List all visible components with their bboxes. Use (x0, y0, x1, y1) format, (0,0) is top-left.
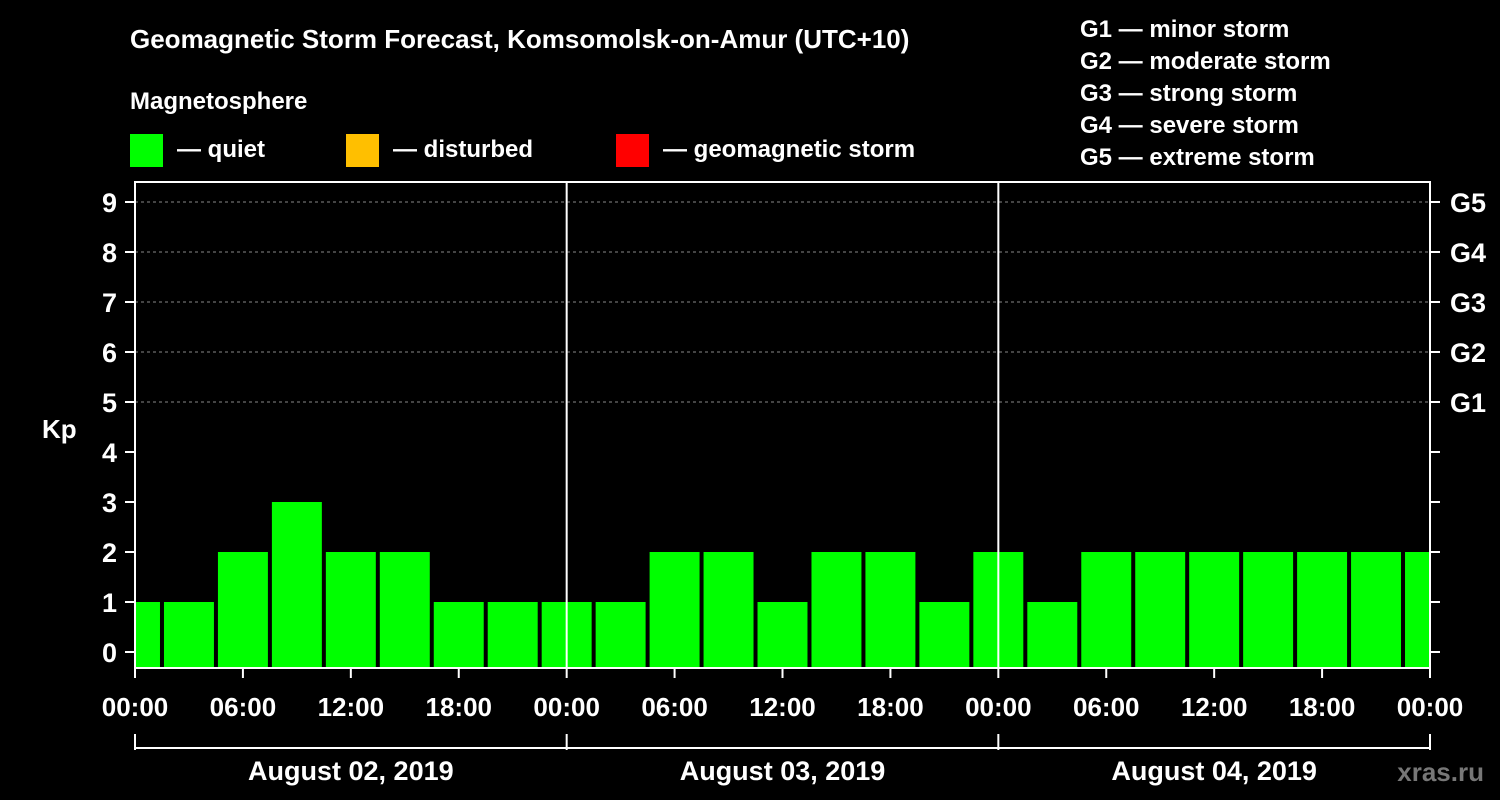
kp-bar (1189, 552, 1240, 668)
legend-swatch-storm (616, 134, 649, 167)
kp-bar (1405, 552, 1430, 668)
x-tick-label: 12:00 (318, 692, 385, 722)
x-tick-label: 06:00 (210, 692, 277, 722)
kp-bar (135, 602, 160, 668)
kp-bar (1243, 552, 1294, 668)
kp-bar (163, 602, 214, 668)
label-layer: 0 1 2 3 4 5 6 7 8 9 G1 G2 G3 G4 G5 00:00 06:00 12:00 18:00… (102, 188, 1486, 786)
g-level-label: G5 (1450, 188, 1486, 218)
x-tick-label: 18:00 (426, 692, 493, 722)
kp-bar (1351, 552, 1402, 668)
legend-label-quiet: — quiet (177, 136, 265, 163)
kp-bar (379, 552, 430, 668)
kp-bar (811, 552, 862, 668)
x-tick-label: 00:00 (533, 692, 600, 722)
kp-bar (757, 602, 808, 668)
g-level-label: G1 (1450, 388, 1486, 418)
x-tick-label: 00:00 (965, 692, 1032, 722)
x-tick-label: 12:00 (1181, 692, 1248, 722)
kp-bar (865, 552, 916, 668)
legend-label-storm: — geomagnetic storm (663, 136, 915, 163)
kp-bar (1027, 602, 1078, 668)
x-tick-label: 00:00 (1397, 692, 1464, 722)
kp-bar (487, 602, 538, 668)
storm-level-g4: G4 — severe storm (1080, 112, 1299, 139)
y-tick-label: 6 (102, 338, 117, 368)
storm-level-g2: G2 — moderate storm (1080, 48, 1331, 75)
y-tick-label: 0 (102, 638, 117, 668)
y-tick-label: 8 (102, 238, 117, 268)
watermark: xras.ru (1397, 757, 1484, 787)
x-tick-label: 18:00 (1289, 692, 1356, 722)
y-tick-label: 2 (102, 538, 117, 568)
kp-bar (1135, 552, 1186, 668)
storm-level-g5: G5 — extreme storm (1080, 144, 1315, 171)
g-level-label: G2 (1450, 338, 1486, 368)
kp-bar (1297, 552, 1348, 668)
grid-layer (135, 201, 1430, 403)
bar-layer (135, 502, 1430, 668)
y-tick-label: 3 (102, 488, 117, 518)
y-tick-label: 9 (102, 188, 117, 218)
x-tick-label: 18:00 (857, 692, 924, 722)
kp-bar (595, 602, 646, 668)
kp-bar (919, 602, 970, 668)
x-tick-label: 00:00 (102, 692, 169, 722)
y-tick-label: 1 (102, 588, 117, 618)
legend-swatch-disturbed (346, 134, 379, 167)
legend-label-disturbed: — disturbed (393, 136, 533, 163)
chart-title: Geomagnetic Storm Forecast, Komsomolsk-o… (130, 24, 909, 54)
g-level-label: G3 (1450, 288, 1486, 318)
kp-bar (217, 552, 268, 668)
y-axis-label: Kp (42, 414, 77, 444)
day-label: August 04, 2019 (1111, 756, 1317, 786)
g-level-label: G4 (1450, 238, 1486, 268)
axis-layer (125, 181, 1440, 750)
storm-level-g1: G1 — minor storm (1080, 16, 1289, 43)
kp-bar (649, 552, 700, 668)
kp-bar (1081, 552, 1132, 668)
x-tick-label: 06:00 (641, 692, 708, 722)
kp-bar (325, 552, 376, 668)
x-tick-label: 12:00 (749, 692, 816, 722)
kp-bar (433, 602, 484, 668)
kp-bar (271, 502, 322, 668)
y-tick-label: 4 (102, 438, 117, 468)
legend-swatch-quiet (130, 134, 163, 167)
legend-heading: Magnetosphere (130, 88, 307, 115)
day-label: August 02, 2019 (248, 756, 454, 786)
day-label: August 03, 2019 (680, 756, 886, 786)
x-tick-label: 06:00 (1073, 692, 1140, 722)
y-tick-label: 5 (102, 388, 117, 418)
y-tick-label: 7 (102, 288, 117, 318)
kp-bar (703, 552, 754, 668)
storm-level-g3: G3 — strong storm (1080, 80, 1297, 107)
bars-group (135, 502, 1430, 668)
